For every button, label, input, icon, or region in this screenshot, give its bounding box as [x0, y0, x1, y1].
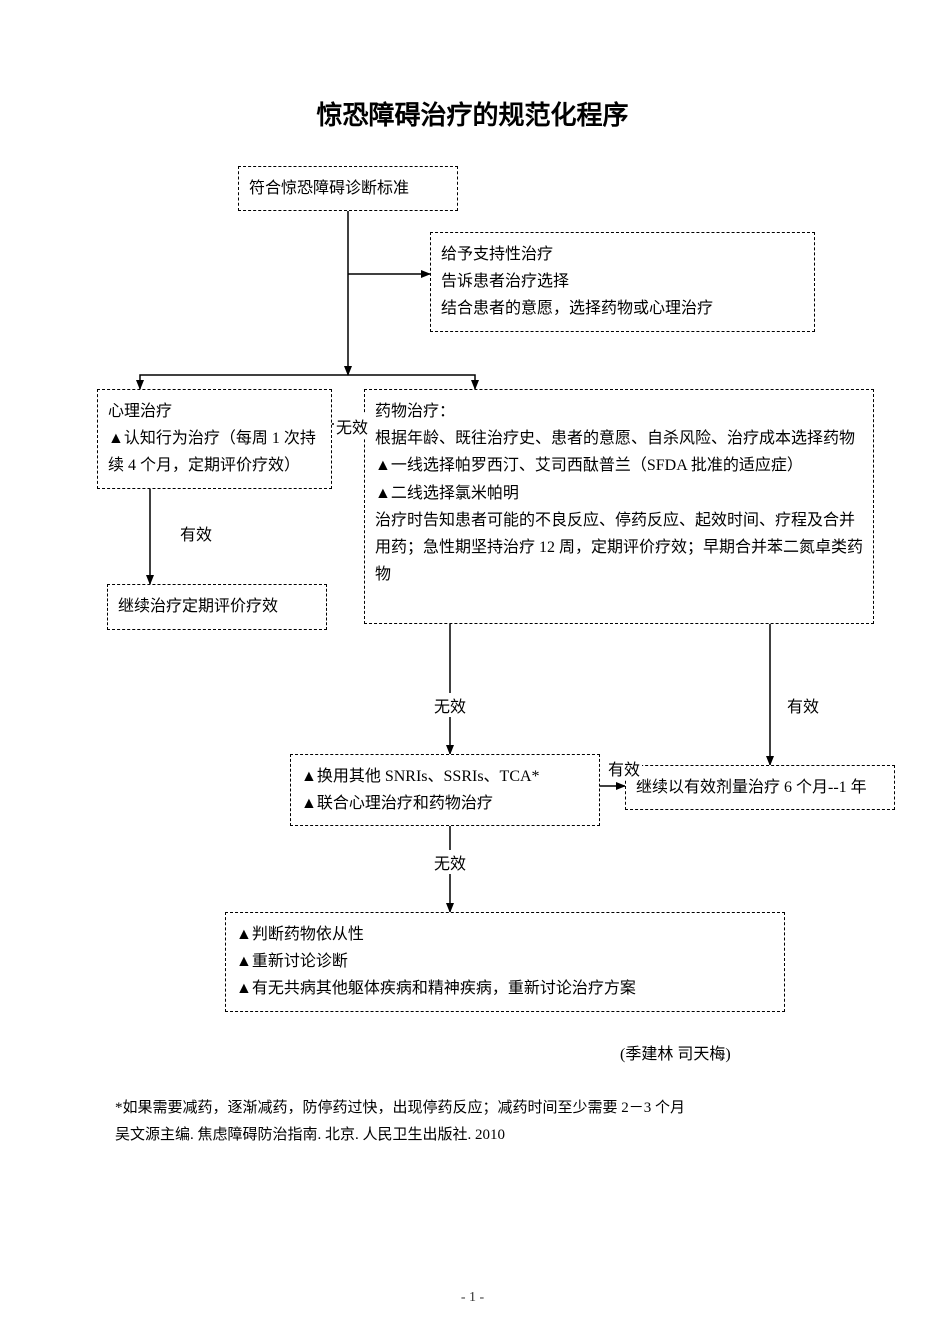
node-text-line: ▲有无共病其他躯体疾病和精神疾病，重新讨论治疗方案 [236, 975, 774, 1002]
footnote-line: 吴文源主编. 焦虑障碍防治指南. 北京. 人民卫生出版社. 2010 [115, 1122, 860, 1149]
edge-label-e6: 有效 [178, 521, 214, 545]
node-text-line: ▲二线选择氯米帕明 [375, 480, 863, 507]
authors-credit: (季建林 司天梅) [620, 1040, 731, 1064]
flowchart-canvas: 惊恐障碍治疗的规范化程序 符合惊恐障碍诊断标准 给予支持性治疗告诉患者治疗选择结… [0, 0, 945, 1337]
footnote: *如果需要减药，逐渐减药，防停药过快，出现停药反应；减药时间至少需要 2－3 个… [115, 1095, 860, 1149]
node-text-line: 继续以有效剂量治疗 6 个月--1 年 [636, 774, 884, 801]
node-text-line: 心理治疗 [108, 398, 321, 425]
node-text-line: 给予支持性治疗 [441, 241, 804, 268]
node-text-line: ▲认知行为治疗（每周 1 次持续 4 个月，定期评价疗效） [108, 425, 321, 479]
node-text-line: 根据年龄、既往治疗史、患者的意愿、自杀风险、治疗成本选择药物 [375, 425, 863, 452]
edge-e4 [348, 375, 475, 389]
node-text-line: 符合惊恐障碍诊断标准 [249, 175, 447, 202]
node-diagnosis: 符合惊恐障碍诊断标准 [238, 166, 458, 211]
node-text-line: 治疗时告知患者可能的不良反应、停药反应、起效时间、疗程及合并用药；急性期坚持治疗… [375, 507, 863, 589]
node-text-line: ▲判断药物依从性 [236, 921, 774, 948]
node-support-info: 给予支持性治疗告诉患者治疗选择结合患者的意愿，选择药物或心理治疗 [430, 232, 815, 332]
node-text-line: ▲换用其他 SNRIs、SSRIs、TCA* [301, 763, 589, 790]
node-text-line: ▲联合心理治疗和药物治疗 [301, 790, 589, 817]
node-text-line: ▲重新讨论诊断 [236, 948, 774, 975]
node-switch-combine: ▲换用其他 SNRIs、SSRIs、TCA*▲联合心理治疗和药物治疗 [290, 754, 600, 826]
edge-e3 [140, 375, 348, 389]
edge-label-e10: 无效 [432, 850, 468, 874]
page-title: 惊恐障碍治疗的规范化程序 [0, 95, 945, 132]
page-number: - 1 - [0, 1290, 945, 1306]
node-text-line: 结合患者的意愿，选择药物或心理治疗 [441, 295, 804, 322]
node-continue-eval: 继续治疗定期评价疗效 [107, 584, 327, 630]
footnote-line: *如果需要减药，逐渐减药，防停药过快，出现停药反应；减药时间至少需要 2－3 个… [115, 1095, 860, 1122]
edge-label-e7: 无效 [432, 693, 468, 717]
node-pharmacotherapy: 药物治疗：根据年龄、既往治疗史、患者的意愿、自杀风险、治疗成本选择药物▲一线选择… [364, 389, 874, 624]
node-text-line: ▲一线选择帕罗西汀、艾司西酞普兰（SFDA 批准的适应症） [375, 452, 863, 479]
node-text-line: 告诉患者治疗选择 [441, 268, 804, 295]
node-reassess: ▲判断药物依从性▲重新讨论诊断▲有无共病其他躯体疾病和精神疾病，重新讨论治疗方案 [225, 912, 785, 1012]
edge-label-e5: 无效 [334, 414, 370, 438]
node-psychotherapy: 心理治疗▲认知行为治疗（每周 1 次持续 4 个月，定期评价疗效） [97, 389, 332, 489]
node-continue-dose: 继续以有效剂量治疗 6 个月--1 年 [625, 765, 895, 810]
edge-label-e8: 有效 [785, 693, 821, 717]
node-text-line: 继续治疗定期评价疗效 [118, 593, 316, 620]
edge-label-e9: 有效 [606, 756, 642, 780]
node-text-line: 药物治疗： [375, 398, 863, 425]
